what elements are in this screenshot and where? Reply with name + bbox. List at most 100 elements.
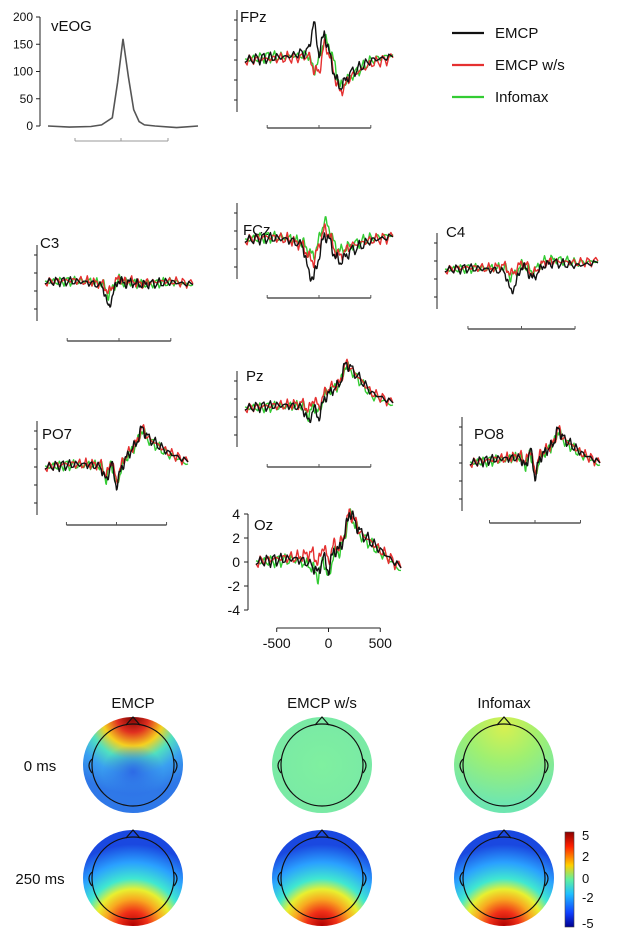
oz-xtick-label: -500 <box>263 635 291 651</box>
panel-label: PO8 <box>474 426 504 443</box>
colorbar-tick-label: -5 <box>582 916 594 931</box>
trace-emcp <box>255 510 402 576</box>
right-ear <box>173 871 178 887</box>
head-outline <box>280 836 364 920</box>
oz-ytick-label: 0 <box>232 554 240 570</box>
topomap-column-label: EMCP w/s <box>287 695 357 712</box>
panel-label: FPz <box>240 9 267 26</box>
topomap <box>83 829 183 926</box>
trace-emcp-w-s <box>244 38 394 97</box>
veog-ytick-label: 100 <box>13 65 33 79</box>
panel-fcz: FCz <box>234 203 394 299</box>
head-outline <box>462 836 546 920</box>
right-ear <box>362 758 367 774</box>
left-ear <box>459 758 464 774</box>
left-ear <box>88 871 93 887</box>
head-outline <box>462 723 546 807</box>
trace-emcp-w-s <box>255 508 402 571</box>
topomap-disc <box>454 717 554 813</box>
right-ear <box>362 871 367 887</box>
colorbar-tick-label: -2 <box>582 890 594 905</box>
nose <box>314 829 330 839</box>
nose <box>125 829 141 839</box>
topomap <box>454 829 554 926</box>
topomaps: EMCP EMCP w/s Infomax 0 ms 250 ms 5 2 0 -2 -5 <box>15 695 593 931</box>
trace-emcp <box>244 361 394 424</box>
trace-infomax <box>444 254 599 283</box>
oz-axes: -4 -2 0 2 4 -500 0 500 <box>228 506 393 651</box>
nose <box>314 716 330 726</box>
trace-emcp <box>244 231 394 282</box>
left-ear <box>459 871 464 887</box>
oz-ytick-label: 4 <box>232 506 240 522</box>
topomap-disc <box>83 830 183 926</box>
left-ear <box>277 871 282 887</box>
topomap-disc <box>272 830 372 926</box>
topomap-column-label: Infomax <box>477 695 531 712</box>
panel-label-veog: vEOG <box>51 18 92 35</box>
veog-ytick-label: 150 <box>13 37 33 51</box>
panel-fpz: FPz <box>234 9 394 129</box>
topomap <box>83 716 183 813</box>
colorbar-tick-label: 5 <box>582 828 589 843</box>
colorbar: 5 2 0 -2 -5 <box>564 828 594 931</box>
veog-ytick-label: 200 <box>13 10 33 24</box>
panel-label: C4 <box>446 224 465 241</box>
trace-emcp <box>44 276 194 308</box>
colorbar-tick-label: 0 <box>582 871 589 886</box>
oz-xtick-label: 0 <box>325 635 333 651</box>
trace-emcp <box>444 258 599 295</box>
topomap-disc <box>272 717 372 813</box>
panel-veog: 0 50 100 150 200 vEOG <box>13 10 199 142</box>
panel-c4: C4 <box>434 224 599 330</box>
veog-trace <box>47 38 199 129</box>
topomap-disc <box>454 830 554 926</box>
nose <box>496 829 512 839</box>
trace-emcp-w-s <box>44 275 194 295</box>
panel-oz: Oz <box>254 508 402 585</box>
panel-c3: C3 <box>34 235 194 342</box>
trace-emcp <box>244 21 394 91</box>
topomap <box>272 829 372 926</box>
legend-label: EMCP <box>495 25 538 42</box>
topomap <box>272 716 372 813</box>
head-outline <box>91 723 175 807</box>
veog-ytick-label: 0 <box>26 119 33 133</box>
panel-label: C3 <box>40 235 59 252</box>
colorbar-tick-label: 2 <box>582 849 589 864</box>
panel-label: Oz <box>254 517 273 534</box>
left-ear <box>277 758 282 774</box>
legend-label: EMCP w/s <box>495 57 565 74</box>
trace-infomax <box>244 216 394 261</box>
topomap-row-label: 250 ms <box>15 871 64 888</box>
head-outline <box>280 723 364 807</box>
oz-ytick-label: -2 <box>228 578 241 594</box>
topomap-negative-region <box>99 739 167 799</box>
panel-label: PO7 <box>42 426 72 443</box>
right-ear <box>173 758 178 774</box>
nose <box>125 716 141 726</box>
panel-pz: Pz <box>234 358 394 468</box>
topomap-column-label: EMCP <box>111 695 154 712</box>
panel-label: Pz <box>246 368 264 385</box>
oz-ytick-label: 2 <box>232 530 240 546</box>
legend-label: Infomax <box>495 89 549 106</box>
panel-po7: PO7 <box>34 421 189 526</box>
panel-po8: PO8 <box>459 417 601 524</box>
oz-ytick-label: -4 <box>228 602 241 618</box>
topomap-row-label: 0 ms <box>24 758 57 775</box>
nose <box>496 716 512 726</box>
right-ear <box>544 758 549 774</box>
head-outline <box>91 836 175 920</box>
left-ear <box>88 758 93 774</box>
right-ear <box>544 871 549 887</box>
veog-ytick-label: 50 <box>20 92 34 106</box>
trace-emcp <box>469 426 601 482</box>
trace-emcp <box>44 425 189 491</box>
trace-emcp-w-s <box>244 358 394 414</box>
colorbar-scale <box>564 831 575 928</box>
oz-xtick-label: 500 <box>369 635 393 651</box>
topomap <box>454 716 554 813</box>
